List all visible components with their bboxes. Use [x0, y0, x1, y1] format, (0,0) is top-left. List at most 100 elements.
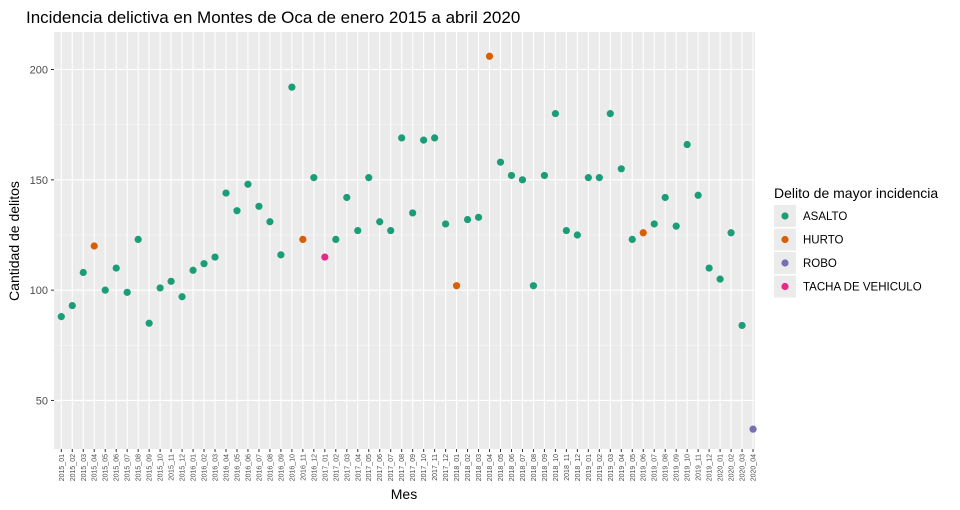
grid-lines	[54, 32, 755, 449]
data-point	[672, 222, 680, 230]
x-tick-label: 2018_08	[531, 454, 538, 481]
x-tick-label: 2016_06	[245, 454, 252, 481]
x-tick-label: 2016_03	[213, 454, 220, 481]
data-point	[529, 282, 538, 290]
data-point	[79, 268, 87, 277]
y-tick-label: 100	[30, 285, 48, 297]
x-tick-label: 2020_03	[740, 454, 747, 481]
y-axis-ticks: 50 100 150 200	[30, 65, 54, 407]
x-tick-label: 2017_08	[399, 454, 406, 481]
data-point	[463, 215, 472, 224]
x-tick-label: 2015_01	[59, 454, 66, 481]
data-point	[749, 425, 757, 433]
data-point	[705, 264, 713, 272]
data-point	[200, 260, 208, 268]
data-point	[90, 242, 98, 250]
data-point	[299, 235, 307, 243]
data-point	[727, 229, 735, 237]
data-point	[716, 275, 724, 283]
x-tick-label: 2019_04	[619, 454, 626, 481]
data-point	[452, 282, 461, 290]
x-tick-label: 2015_04	[92, 454, 99, 481]
x-tick-label: 2015_11	[169, 454, 176, 481]
data-point	[222, 189, 230, 197]
data-point	[57, 313, 65, 321]
legend-key	[781, 282, 789, 291]
data-points	[57, 52, 757, 433]
legend-label: ASALTO	[803, 211, 847, 223]
x-tick-label: 2017_01	[322, 454, 329, 481]
x-tick-label: 2018_02	[465, 454, 472, 481]
x-tick-label: 2016_11	[300, 454, 307, 481]
y-tick-label: 50	[36, 395, 48, 407]
legend-title: Delito de mayor incidencia	[774, 185, 938, 201]
x-tick-label: 2018_03	[476, 454, 483, 481]
x-tick-label: 2016_08	[267, 454, 274, 481]
data-point	[617, 165, 625, 173]
x-tick-label: 2016_05	[234, 454, 241, 481]
legend: Delito de mayor incidencia ASALTO HURTO RO…	[774, 185, 938, 298]
data-point	[606, 110, 614, 118]
data-point	[409, 209, 417, 217]
x-tick-label: 2018_12	[575, 454, 582, 481]
data-point	[551, 110, 560, 118]
data-point	[310, 174, 318, 182]
data-point	[189, 266, 197, 274]
x-tick-label: 2019_05	[630, 454, 637, 481]
data-point	[211, 253, 219, 261]
x-tick-label: 2020_02	[729, 454, 736, 481]
data-point	[167, 277, 175, 285]
x-tick-label: 2015_10	[158, 454, 165, 481]
legend-label: HURTO	[803, 235, 844, 247]
x-tick-label: 2019_07	[652, 454, 659, 481]
data-point	[365, 174, 373, 182]
data-point	[101, 286, 109, 294]
data-point	[376, 218, 384, 226]
data-point	[474, 213, 483, 221]
data-point	[233, 207, 241, 215]
data-point	[387, 226, 395, 235]
data-point	[639, 229, 647, 237]
x-tick-label: 2018_07	[520, 454, 527, 481]
x-tick-label: 2020_04	[751, 454, 758, 481]
data-point	[584, 174, 592, 182]
x-tick-label: 2018_11	[564, 454, 571, 481]
plot-panel	[54, 32, 755, 449]
data-point	[112, 264, 120, 272]
chart-title: Incidencia delictiva en Montes de Oca de…	[26, 8, 520, 27]
x-tick-label: 2015_03	[81, 454, 88, 481]
data-point	[134, 235, 142, 243]
x-tick-label: 2019_11	[696, 454, 703, 481]
x-tick-label: 2019_09	[674, 454, 681, 481]
x-axis-ticks: 2015_01 2015_02 2015_03 2015_04 2015_05 2015_…	[59, 449, 758, 481]
x-tick-label: 2018_09	[542, 454, 549, 481]
data-point	[343, 193, 351, 202]
x-tick-label: 2018_05	[498, 454, 505, 481]
data-point	[266, 218, 274, 226]
x-tick-label: 2019_08	[663, 454, 670, 481]
data-point	[683, 140, 691, 149]
data-point	[694, 191, 702, 199]
x-tick-label: 2016_07	[256, 454, 263, 481]
x-tick-label: 2016_09	[278, 454, 285, 481]
x-tick-label: 2017_10	[421, 454, 428, 481]
x-tick-label: 2015_07	[125, 454, 132, 481]
y-tick-label: 200	[30, 65, 48, 77]
x-tick-label: 2016_01	[191, 454, 198, 481]
data-point	[661, 193, 669, 202]
legend-key	[781, 235, 789, 244]
x-tick-label: 2018_04	[487, 454, 494, 481]
x-tick-label: 2017_12	[443, 454, 450, 481]
x-tick-label: 2017_05	[366, 454, 373, 481]
data-point	[496, 158, 505, 166]
x-tick-label: 2017_07	[388, 454, 395, 481]
data-point	[288, 83, 296, 91]
x-tick-label: 2015_09	[147, 454, 154, 481]
data-point	[420, 136, 428, 144]
x-tick-label: 2015_02	[70, 454, 77, 481]
data-point	[123, 288, 131, 296]
x-tick-label: 2016_02	[202, 454, 209, 481]
data-point	[145, 319, 153, 327]
x-tick-label: 2020_01	[718, 454, 725, 481]
x-tick-label: 2016_10	[289, 454, 296, 481]
